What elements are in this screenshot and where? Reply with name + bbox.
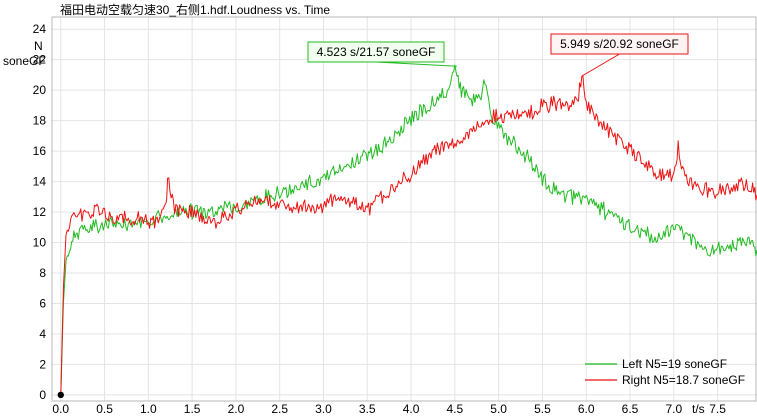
y-tick-label: 14 [33,175,47,189]
origin-cursor-marker[interactable] [57,391,64,399]
x-axis-label: t/s [692,402,705,416]
plot-frame [51,16,757,402]
y-tick-label: 24 [33,22,47,36]
annotation-label: 4.523 s/21.57 soneGF [317,45,436,59]
x-tick-label: 7.5 [709,402,726,416]
peak-annotations: 4.523 s/21.57 soneGF 5.949 s/20.92 soneGF [307,33,689,77]
x-tick-label: 0.5 [96,402,113,416]
chart-legend: Left N5=19 soneGF Right N5=18.7 soneGF [585,357,745,387]
x-tick-label: 2.0 [228,402,245,416]
x-tick-label: 3.0 [315,402,332,416]
x-tick-label: 6.5 [622,402,639,416]
x-tick-label: 0.0 [52,402,69,416]
y-tick-label: 12 [33,205,47,219]
x-tick-label: 7.0 [665,402,682,416]
x-tick-label: 1.5 [184,402,201,416]
y-tick-label: 18 [33,114,47,128]
y-tick-label: 8 [39,266,46,280]
x-tick-label: 3.5 [359,402,376,416]
series-line-left [60,64,757,395]
series-line-right [60,74,757,395]
cursor-dot[interactable] [57,391,64,399]
chart-title: 福田电动空载匀速30_右侧1.hdf.Loudness vs. Time [60,2,330,17]
y-tick-label: 0 [39,388,46,402]
y-tick-label: 4 [39,327,46,341]
x-tick-label: 6.0 [578,402,595,416]
y-tick-label: 16 [33,144,47,158]
y-axis-label-unit: N [34,39,43,53]
annotation-box [307,41,445,63]
x-tick-label: 5.0 [490,402,507,416]
plot-area-border [51,16,757,402]
y-tick-label: 2 [39,357,46,371]
x-tick-label: 4.0 [403,402,420,416]
legend-entry: Left N5=19 soneGF [622,357,727,371]
x-tick-label: 2.5 [271,402,288,416]
annotation-box [550,33,689,55]
data-series [60,64,757,395]
annotation-leader-line [581,53,620,77]
y-tick-label: 6 [39,296,46,310]
y-axis-label-name: soneGF [3,54,46,68]
annotation-leader-line [375,61,457,67]
x-tick-label: 4.5 [447,402,464,416]
annotation-label: 5.949 s/20.92 soneGF [560,37,679,51]
x-axis-ticks: 0.0 0.5 1.0 1.5 2.0 2.5 3.0 3.5 4.0 4.5 5.0 5.5 6.0 6… [52,402,726,416]
legend-entry: Right N5=18.7 soneGF [622,373,745,387]
y-tick-label: 10 [33,236,47,250]
x-tick-label: 1.0 [140,402,157,416]
x-tick-label: 5.5 [534,402,551,416]
y-tick-label: 20 [33,83,47,97]
y-tick-label: 22 [33,53,47,67]
